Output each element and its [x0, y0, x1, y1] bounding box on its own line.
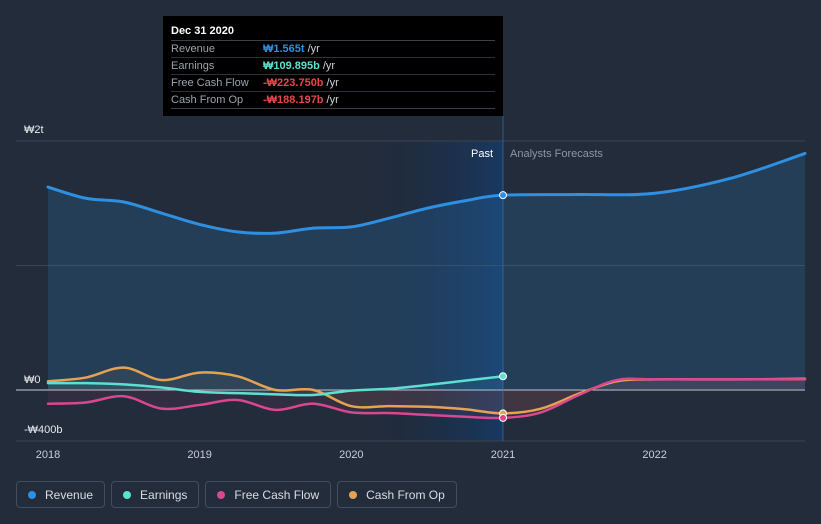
tooltip-value: ₩1.565t [263, 43, 305, 55]
cash-from-op-dot-icon [349, 490, 358, 499]
tooltip-label: Free Cash Flow [171, 77, 249, 89]
tooltip-unit: /yr [326, 77, 339, 89]
legend-item-free-cash-flow[interactable]: Free Cash Flow [205, 481, 332, 508]
revenue-marker [499, 191, 507, 200]
y-tick-label: ₩2t [24, 124, 44, 136]
earnings-line [46, 375, 505, 397]
tooltip-row-revenue: Revenue ₩1.565t /yr [171, 41, 495, 58]
legend-item-cash-from-op[interactable]: Cash From Op [337, 481, 457, 508]
tooltip-value: ₩109.895b [263, 60, 320, 72]
tooltip-unit: /yr [322, 60, 336, 72]
legend-label: Earnings [140, 487, 188, 502]
tooltip-label: Revenue [171, 43, 216, 55]
x-tick-label: 2019 [187, 449, 211, 461]
forecast-label: Analysts Forecasts [510, 148, 603, 160]
tooltip-value: -₩223.750b [263, 77, 324, 89]
x-tick-label: 2022 [642, 449, 666, 461]
tooltip-label: Cash From Op [171, 94, 244, 106]
y-tick-label: ₩0 [24, 374, 41, 386]
tooltip-row-earnings: Earnings ₩109.895b /yr [171, 58, 495, 75]
tooltip: Dec 31 2020 Revenue ₩1.565t /yr Earnings… [163, 16, 503, 116]
tooltip-value: -₩188.197b [263, 94, 324, 106]
legend-label: Free Cash Flow [234, 487, 320, 502]
x-tick-label: 2021 [491, 449, 515, 461]
past-region [351, 141, 503, 441]
tooltip-unit: /yr [307, 43, 320, 55]
cash-from-op-area [48, 367, 805, 414]
legend-item-earnings[interactable]: Earnings [111, 481, 200, 508]
revenue-line [46, 151, 807, 235]
legend-item-revenue[interactable]: Revenue [16, 481, 106, 508]
tooltip-label: Earnings [171, 60, 215, 72]
earnings-dot-icon [123, 490, 132, 499]
legend-label: Revenue [45, 487, 94, 502]
free-cash-flow-area [48, 378, 805, 419]
x-tick-label: 2020 [339, 449, 363, 461]
tooltip-date: Dec 31 2020 [171, 22, 495, 41]
legend: Revenue Earnings Free Cash Flow Cash Fro… [16, 481, 457, 508]
past-label: Past [471, 148, 493, 160]
x-tick-label: 2018 [36, 449, 60, 461]
revenue-dot-icon [28, 490, 36, 499]
earnings-marker [499, 372, 507, 381]
tooltip-unit: /yr [326, 94, 339, 106]
legend-label: Cash From Op [366, 487, 445, 502]
revenue-area [48, 153, 805, 390]
y-tick-label: -₩400b [24, 424, 63, 436]
tooltip-row-cash-from-op: Cash From Op -₩188.197b /yr [171, 92, 495, 109]
free-cash-flow-dot-icon [217, 490, 226, 499]
free-cash-flow-marker [499, 413, 507, 422]
tooltip-row-free-cash-flow: Free Cash Flow -₩223.750b /yr [171, 75, 495, 92]
free-cash-flow-line [46, 377, 807, 420]
